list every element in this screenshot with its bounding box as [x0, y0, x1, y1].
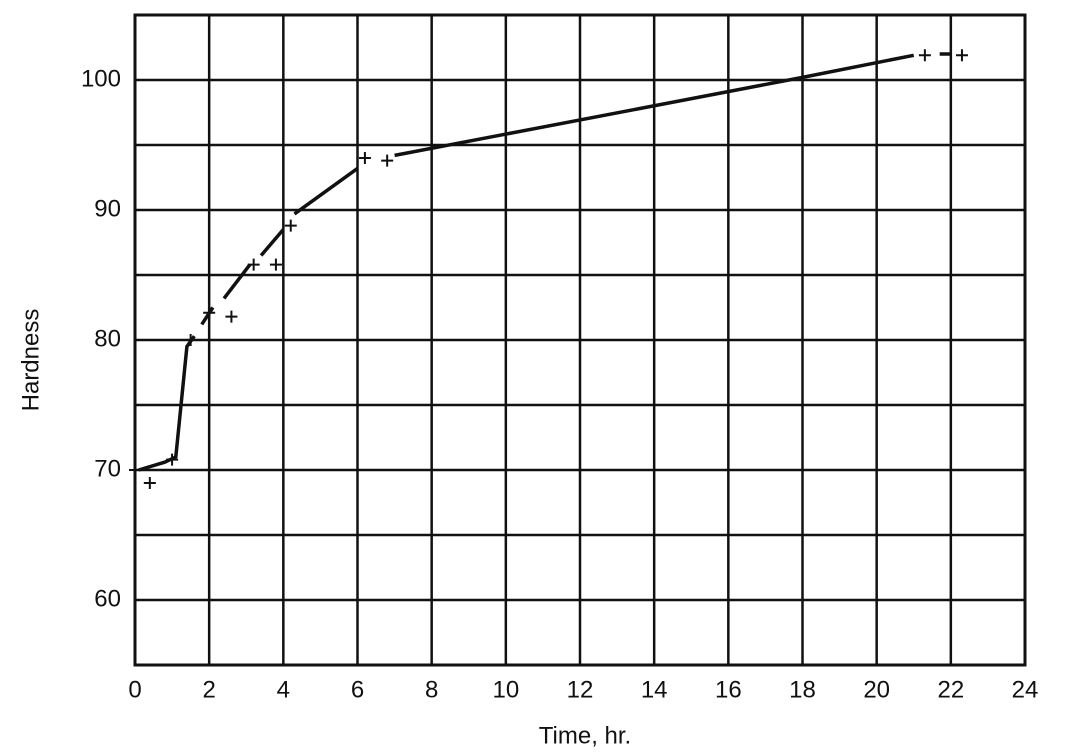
- data-point: [381, 154, 394, 167]
- x-tick-label: 18: [789, 676, 816, 703]
- x-axis-title: Time, hr.: [539, 722, 631, 749]
- data-point: [129, 464, 141, 476]
- data-point: [247, 258, 260, 271]
- y-tick-label: 90: [94, 195, 121, 222]
- x-tick-label: 14: [641, 676, 668, 703]
- y-tick-label: 60: [94, 585, 121, 612]
- x-tick-label: 2: [202, 676, 215, 703]
- x-tick-label: 24: [1012, 676, 1039, 703]
- x-tick-label: 16: [715, 676, 742, 703]
- y-tick-label: 80: [94, 325, 121, 352]
- data-point: [358, 152, 371, 164]
- y-tick-label: 70: [94, 455, 121, 482]
- data-point: [184, 334, 197, 346]
- data-point: [269, 258, 282, 271]
- data-point: [284, 219, 297, 232]
- plot-frame: [133, 13, 1027, 667]
- data-point: [955, 49, 968, 62]
- data-point: [166, 453, 179, 466]
- data-point: [225, 310, 238, 323]
- data-point: [143, 477, 156, 489]
- x-tick-label: 6: [351, 676, 364, 703]
- data-point: [203, 306, 216, 319]
- y-tick-label: 100: [81, 65, 121, 92]
- x-tick-label: 8: [425, 676, 438, 703]
- data-point: [918, 49, 931, 62]
- x-tick-label: 0: [128, 676, 141, 703]
- x-tick-label: 22: [937, 676, 964, 703]
- x-tick-label: 4: [277, 676, 290, 703]
- x-tick-label: 10: [492, 676, 519, 703]
- fit-line: [138, 52, 951, 472]
- x-tick-label: 20: [863, 676, 890, 703]
- x-tick-label: 12: [567, 676, 594, 703]
- y-axis-title: Hardness: [17, 309, 44, 412]
